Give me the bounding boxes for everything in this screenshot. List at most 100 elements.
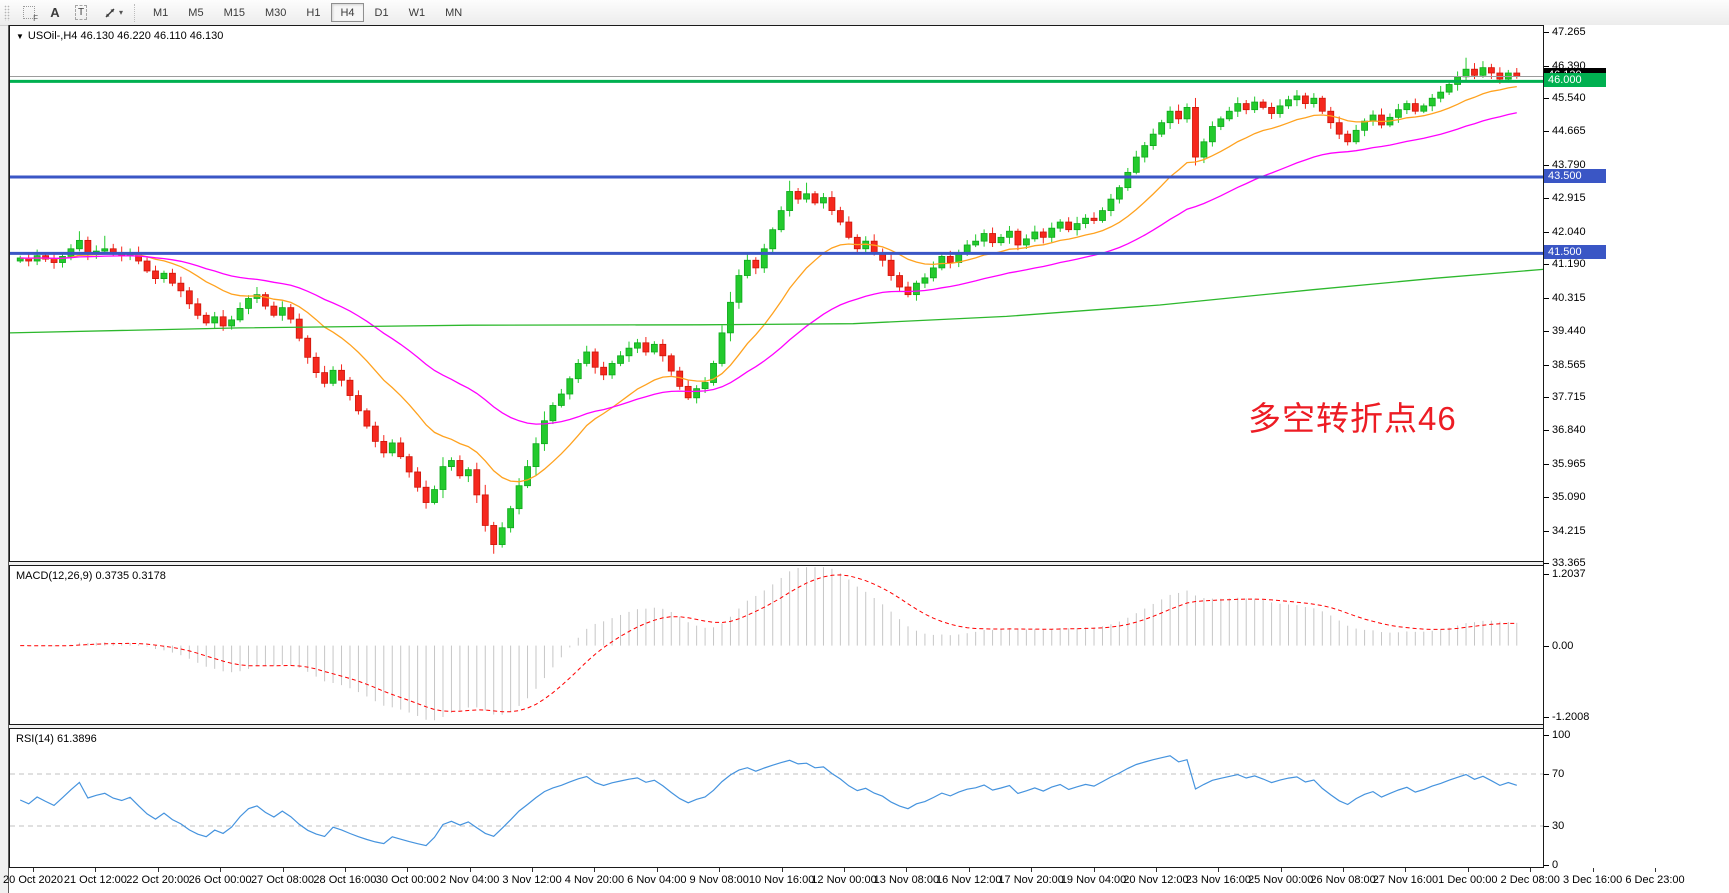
time-tick-mark [1405, 868, 1407, 872]
time-label: 25 Nov 00:00 [1247, 874, 1314, 886]
tf-button-h4[interactable]: H4 [331, 3, 364, 22]
chart-title: ▼ USOil-,H4 46.130 46.220 46.110 46.130 [16, 30, 223, 42]
price-tick-label: 34.215 [1552, 524, 1586, 537]
panel-splitter[interactable] [9, 562, 1729, 565]
tf-button-m1[interactable]: M1 [144, 3, 177, 22]
axis-tick-mark [1544, 198, 1549, 200]
price-tick-label: 47.265 [1552, 26, 1586, 39]
label-tool-button[interactable]: A [42, 2, 68, 23]
tf-button-h1[interactable]: H1 [297, 3, 329, 22]
axis-tick-mark [1544, 397, 1549, 399]
time-label: 1 Dec 00:00 [1438, 874, 1498, 886]
time-label: 2 Nov 04:00 [440, 874, 500, 886]
price-level-label: 41.500 [1544, 245, 1606, 260]
axis-tick-mark [1544, 430, 1549, 432]
chart-window: ▼ USOil-,H4 46.130 46.220 46.110 46.130 多… [3, 25, 1729, 893]
time-label: 20 Oct 2020 [3, 874, 63, 886]
axis-tick-mark [1544, 297, 1549, 299]
price-tick-label: 1.2037 [1552, 568, 1586, 581]
time-tick-mark [469, 868, 471, 872]
time-tick-mark [220, 868, 222, 872]
price-tick-label: 36.840 [1552, 424, 1586, 437]
price-tick-label: 33.365 [1552, 557, 1586, 570]
time-label: 4 Nov 20:00 [564, 874, 625, 886]
tf-button-m5[interactable]: M5 [179, 3, 212, 22]
time-label: 28 Oct 16:00 [313, 874, 377, 886]
time-tick-mark [1218, 868, 1220, 872]
price-tick-label: 37.715 [1552, 391, 1586, 404]
candlestick-chart[interactable] [10, 26, 1544, 561]
price-tick-label: 38.565 [1552, 358, 1586, 371]
axis-tick-mark [1544, 497, 1549, 499]
time-label: 13 Nov 08:00 [873, 874, 940, 886]
tf-button-mn[interactable]: MN [436, 3, 471, 22]
collapse-caret-icon[interactable]: ▼ [16, 32, 24, 41]
price-tick-label: 43.790 [1552, 158, 1586, 171]
toolbar-drag-handle[interactable] [4, 4, 10, 21]
time-label: 30 Oct 00:00 [375, 874, 439, 886]
time-tick-mark [906, 868, 908, 872]
price-axis[interactable]: 47.265 46.390 45.540 44.665 43.790 42.915 42.0… [1543, 25, 1729, 872]
tf-button-m15[interactable]: M15 [215, 3, 254, 22]
axis-tick-mark [1544, 32, 1549, 34]
text-tool-button[interactable]: T [68, 2, 94, 23]
axis-tick-mark [1544, 774, 1549, 775]
time-tick-mark [532, 868, 534, 872]
time-label: 3 Nov 12:00 [502, 874, 562, 886]
time-tick-mark [282, 868, 284, 872]
time-label: 16 Nov 12:00 [936, 874, 1002, 886]
time-tick-mark [594, 868, 596, 872]
macd-chart[interactable] [10, 566, 1544, 724]
time-tick-mark [1530, 868, 1532, 872]
template-grid-button[interactable]: F [16, 2, 42, 23]
time-tick-mark [1655, 868, 1656, 872]
price-tick-label: 35.090 [1552, 491, 1586, 504]
rsi-chart[interactable] [10, 729, 1544, 867]
time-tick-mark [1280, 868, 1282, 872]
time-label: 23 Nov 16:00 [1185, 874, 1252, 886]
time-label: 19 Nov 04:00 [1060, 874, 1127, 886]
draw-tools-button[interactable]: ▾ [94, 2, 132, 23]
time-tick-mark [407, 868, 409, 872]
time-label: 12 Nov 00:00 [811, 874, 877, 886]
price-panel[interactable]: ▼ USOil-,H4 46.130 46.220 46.110 46.130 多… [9, 25, 1544, 562]
axis-tick-mark [1544, 264, 1549, 266]
rsi-label: RSI(14) 61.3896 [16, 733, 97, 745]
panel-splitter[interactable] [9, 725, 1729, 728]
time-label: 17 Nov 20:00 [998, 874, 1064, 886]
time-label: 22 Oct 20:00 [126, 874, 190, 886]
letter-a-icon: A [50, 5, 60, 20]
price-tick-label: 45.540 [1552, 91, 1586, 104]
toolbar-separator [134, 3, 139, 22]
price-tick-label: 100 [1552, 728, 1571, 741]
time-tick-mark [656, 868, 658, 872]
time-tick-mark [844, 868, 845, 872]
time-axis[interactable]: 20 Oct 2020 21 Oct 12:00 22 Oct 20:00 26 Oc… [3, 868, 1729, 893]
axis-tick-mark [1544, 530, 1549, 532]
price-tick-label: 39.440 [1552, 325, 1586, 338]
time-tick-mark [719, 868, 721, 872]
price-tick-label: 42.040 [1552, 225, 1586, 238]
tf-button-w1[interactable]: W1 [400, 3, 435, 22]
macd-panel[interactable]: MACD(12,26,9) 0.3735 0.3178 [9, 565, 1543, 725]
tf-button-m30[interactable]: M30 [256, 3, 295, 22]
tf-button-d1[interactable]: D1 [366, 3, 398, 22]
chevron-down-icon: ▾ [118, 8, 123, 17]
axis-tick-mark [1544, 865, 1549, 867]
time-tick-mark [1031, 868, 1033, 872]
axis-tick-mark [1544, 231, 1549, 233]
axis-tick-mark [1544, 645, 1549, 647]
diagonal-arrows-icon [105, 8, 115, 17]
time-label: 20 Nov 12:00 [1123, 874, 1189, 886]
time-tick-mark [968, 868, 970, 872]
price-level-label: 46.000 [1544, 73, 1606, 88]
time-label: 21 Oct 12:00 [63, 874, 127, 886]
time-label: 27 Oct 08:00 [251, 874, 315, 886]
price-tick-label: 0 [1552, 859, 1559, 872]
axis-tick-mark [1544, 826, 1549, 828]
price-tick-label: 30 [1552, 820, 1565, 833]
time-label: 2 Dec 08:00 [1500, 874, 1560, 886]
time-label: 9 Nov 08:00 [689, 874, 749, 886]
rsi-panel[interactable]: RSI(14) 61.3896 [9, 728, 1544, 868]
